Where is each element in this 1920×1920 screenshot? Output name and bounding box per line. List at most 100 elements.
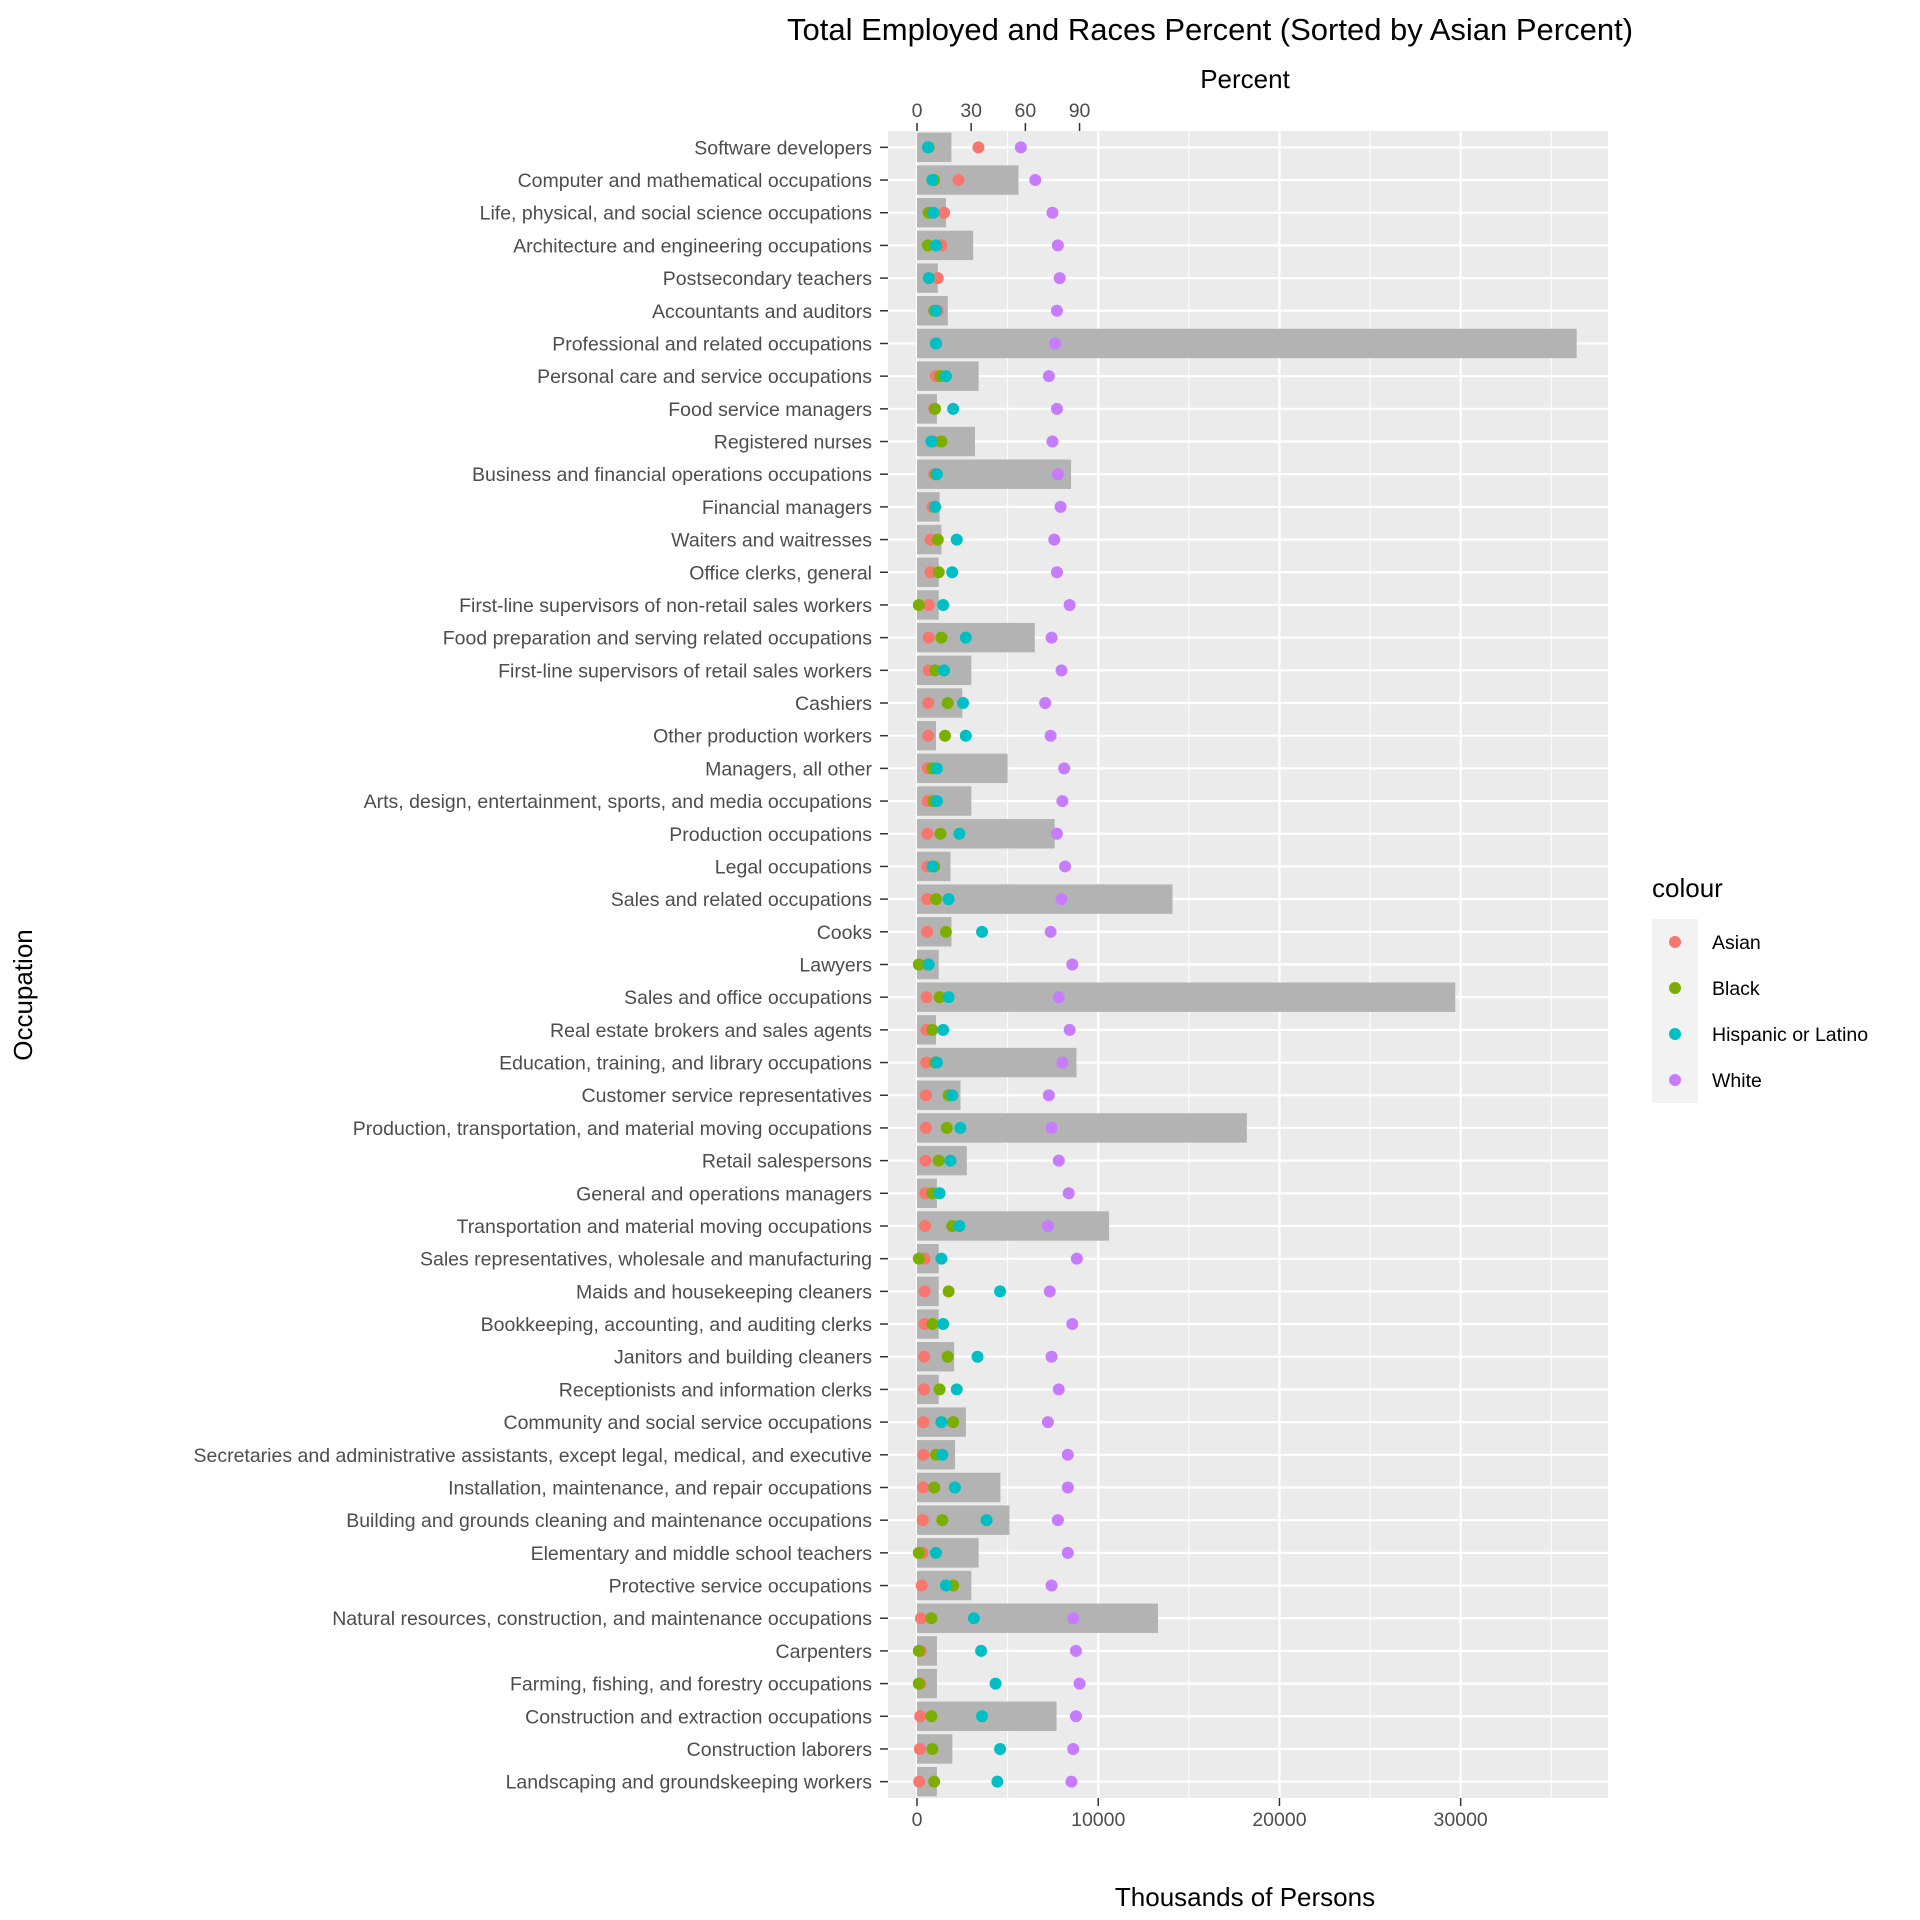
y-tick-label: Computer and mathematical occupations: [518, 170, 873, 192]
y-tick-label: Installation, maintenance, and repair oc…: [448, 1477, 872, 1499]
y-tick-label: Cooks: [817, 922, 873, 944]
point-white: [1056, 1056, 1069, 1069]
y-tick-label: Construction laborers: [687, 1739, 873, 1761]
y-tick-label: Receptionists and information clerks: [559, 1379, 872, 1401]
legend-swatch: [1669, 1074, 1681, 1086]
point-white: [1058, 762, 1071, 775]
point-hispanic-or-latino: [947, 402, 960, 415]
y-tick-label: Customer service representatives: [582, 1085, 873, 1107]
point-asian: [921, 893, 934, 906]
point-hispanic-or-latino: [937, 598, 950, 611]
point-white: [1061, 1448, 1074, 1461]
point-hispanic-or-latino: [925, 435, 938, 448]
point-hispanic-or-latino: [930, 795, 943, 808]
point-asian: [917, 1416, 930, 1429]
y-tick-label: Retail salespersons: [702, 1151, 872, 1173]
total-bar: [917, 1505, 1010, 1535]
point-black: [932, 566, 945, 579]
point-hispanic-or-latino: [942, 893, 955, 906]
point-white: [1063, 1023, 1076, 1036]
point-asian: [922, 729, 935, 742]
point-hispanic-or-latino: [935, 1252, 948, 1265]
point-white: [1070, 1252, 1083, 1265]
y-tick-label: Carpenters: [776, 1641, 873, 1663]
point-asian: [972, 141, 985, 154]
x2-tick-label: 90: [1069, 100, 1091, 122]
point-black: [936, 1514, 949, 1527]
point-white: [1069, 1710, 1082, 1723]
y-tick-label: Postsecondary teachers: [663, 268, 872, 290]
point-asian: [917, 1481, 930, 1494]
point-hispanic-or-latino: [950, 533, 963, 546]
legend-title: colour: [1652, 873, 1723, 903]
point-white: [1055, 893, 1068, 906]
point-hispanic-or-latino: [930, 1056, 943, 1069]
point-asian: [914, 1612, 927, 1625]
x2-tick-label: 60: [1015, 100, 1037, 122]
point-black: [940, 1121, 953, 1134]
point-hispanic-or-latino: [930, 468, 943, 481]
point-white: [1044, 729, 1057, 742]
point-hispanic-or-latino: [930, 762, 943, 775]
point-black: [912, 1677, 925, 1690]
y-tick-label: Sales representatives, wholesale and man…: [420, 1249, 872, 1271]
point-white: [1051, 468, 1064, 481]
y-tick-label: Sales and office occupations: [624, 987, 872, 1009]
y-tick-label: Construction and extraction occupations: [525, 1706, 872, 1728]
point-black: [935, 435, 948, 448]
y-tick-label: Waiters and waitresses: [671, 530, 872, 552]
point-black: [926, 1742, 939, 1755]
point-asian: [922, 631, 935, 644]
total-bar: [917, 1636, 937, 1666]
point-white: [1061, 1481, 1074, 1494]
point-white: [1050, 304, 1063, 317]
point-black: [933, 991, 946, 1004]
point-white: [1055, 664, 1068, 677]
point-white: [1067, 1612, 1080, 1625]
point-black: [912, 958, 925, 971]
x-tick-label: 10000: [1071, 1809, 1125, 1831]
point-white: [1052, 1154, 1065, 1167]
y-tick-label: Lawyers: [799, 955, 872, 977]
point-hispanic-or-latino: [967, 1612, 980, 1625]
point-black: [928, 1775, 941, 1788]
y-tick-label: Managers, all other: [705, 758, 872, 780]
x-tick-label: 0: [912, 1809, 923, 1831]
point-black: [925, 1612, 938, 1625]
point-white: [1041, 1416, 1054, 1429]
total-bar: [917, 1211, 1110, 1241]
y-tick-label: Janitors and building cleaners: [614, 1347, 872, 1369]
x-tick-label: 30000: [1434, 1809, 1488, 1831]
point-white: [1053, 272, 1066, 285]
point-white: [1042, 370, 1055, 383]
point-black: [934, 827, 947, 840]
point-hispanic-or-latino: [927, 206, 940, 219]
point-black: [931, 533, 944, 546]
point-hispanic-or-latino: [954, 1121, 967, 1134]
y-tick-label: Building and grounds cleaning and mainte…: [346, 1510, 872, 1532]
point-hispanic-or-latino: [926, 860, 939, 873]
point-black: [926, 1318, 939, 1331]
point-hispanic-or-latino: [975, 1644, 988, 1657]
y-tick-label: Community and social service occupations: [503, 1412, 872, 1434]
point-asian: [920, 1121, 933, 1134]
point-hispanic-or-latino: [959, 729, 972, 742]
point-hispanic-or-latino: [991, 1775, 1004, 1788]
point-black: [947, 1416, 960, 1429]
point-white: [1039, 697, 1052, 710]
total-bar: [917, 328, 1577, 359]
point-asian: [919, 1154, 932, 1167]
y-tick-label: Financial managers: [702, 497, 872, 519]
point-hispanic-or-latino: [976, 925, 989, 938]
y-tick-label: General and operations managers: [576, 1183, 872, 1205]
point-hispanic-or-latino: [959, 631, 972, 644]
total-bar: [917, 1668, 937, 1699]
point-asian: [918, 1219, 931, 1232]
y-tick-label: Software developers: [694, 137, 872, 159]
point-white: [1066, 958, 1079, 971]
y-tick-label: Bookkeeping, accounting, and auditing cl…: [481, 1314, 873, 1336]
point-black: [912, 598, 925, 611]
point-hispanic-or-latino: [971, 1350, 984, 1363]
point-hispanic-or-latino: [946, 1089, 959, 1102]
